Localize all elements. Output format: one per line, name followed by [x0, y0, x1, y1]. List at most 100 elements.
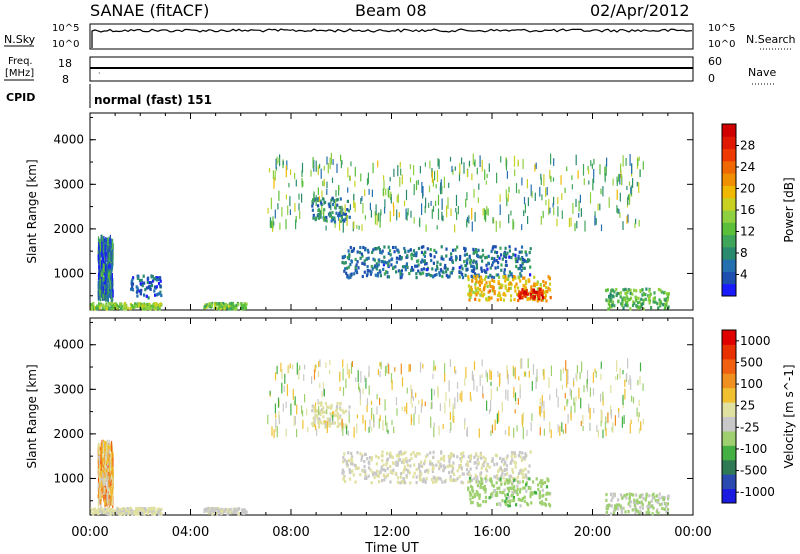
power-cell [339, 206, 342, 210]
velocity-cell [327, 420, 330, 424]
power-cell [466, 192, 468, 201]
power-cell [428, 202, 430, 208]
power-ytick-label: 3000 [53, 177, 84, 191]
power-cell [548, 276, 551, 280]
power-cell [626, 296, 629, 300]
power-cell [457, 205, 459, 215]
power-cell [445, 273, 448, 278]
velocity-cell [515, 398, 517, 405]
velocity-cell [507, 373, 509, 385]
power-cell [481, 159, 483, 172]
beam-title: Beam 08 [355, 1, 427, 20]
velocity-cell [655, 510, 658, 514]
velocity-cell [640, 500, 643, 504]
power-cell [100, 243, 102, 252]
power-cell [355, 263, 358, 267]
power-cell [395, 270, 398, 274]
power-cell [518, 250, 521, 254]
velocity-cell [460, 466, 463, 470]
velocity-cell [107, 509, 110, 513]
power-cell [109, 245, 111, 254]
power-cell [211, 301, 214, 306]
power-cell [463, 246, 466, 250]
velocity-cell [630, 492, 633, 497]
velocity-cell [493, 489, 497, 493]
power-cell [333, 217, 336, 221]
velocity-cell [342, 387, 345, 396]
power-cell [330, 198, 333, 202]
power-cell [377, 160, 379, 168]
velocity-cell [380, 361, 382, 370]
power-cell [109, 252, 111, 262]
power-cell [90, 305, 93, 309]
velocity-cell [662, 497, 665, 501]
velocity-cell [376, 469, 379, 473]
velocity-cell [431, 469, 434, 474]
power-cell [635, 304, 638, 308]
velocity-cell [529, 491, 532, 495]
power-cell [662, 303, 665, 307]
power-cell [520, 274, 523, 278]
velocity-cell [657, 511, 660, 515]
power-cell [494, 250, 497, 254]
power-cell [491, 287, 494, 291]
power-cell [101, 291, 103, 301]
power-cell [493, 292, 496, 296]
power-cell [354, 202, 356, 212]
velocity-cell [546, 478, 549, 482]
power-cell [331, 196, 334, 200]
velocity-cell [376, 394, 378, 400]
power-cell [478, 298, 481, 302]
velocity-cell [144, 507, 147, 511]
power-cell [111, 241, 114, 250]
velocity-cell [386, 473, 389, 477]
velocity-cell [330, 414, 333, 418]
velocity-cell [404, 406, 406, 412]
velocity-cell [301, 405, 303, 414]
power-cell [489, 284, 492, 288]
power-cell [640, 297, 643, 301]
power-cell [471, 207, 473, 220]
power-cell [432, 275, 435, 279]
power-cell [433, 248, 436, 252]
velocity-cell [269, 390, 271, 396]
power-cell [470, 293, 473, 297]
power-cell [483, 208, 486, 220]
freq-tick-top: 18 [58, 57, 72, 70]
velocity-cell [457, 392, 459, 402]
power-cell [471, 173, 473, 181]
velocity-cell [138, 511, 141, 515]
velocity-cell [443, 454, 446, 458]
velocity-cell [497, 371, 499, 377]
power-cell [373, 258, 376, 262]
power-cell [425, 197, 427, 208]
power-cell [387, 262, 390, 266]
power-cell [437, 158, 439, 167]
power-cell [438, 271, 441, 275]
velocity-cell [399, 475, 402, 479]
velocity-cell [562, 367, 564, 374]
power-cell [151, 279, 155, 283]
velocity-cell [104, 467, 106, 474]
power-cell [524, 291, 527, 296]
nave-label: Nave [748, 66, 776, 79]
power-cell [476, 167, 478, 175]
power-cell [471, 221, 473, 232]
velocity-cell [505, 478, 508, 482]
velocity-cell [352, 473, 355, 477]
velocity-cell [108, 449, 110, 455]
velocity-cell [518, 450, 521, 455]
power-cell [475, 261, 478, 265]
power-cell [481, 278, 484, 282]
power-cell [415, 254, 418, 258]
velocity-cell [620, 510, 623, 514]
freq-tick-bottom: 8 [62, 73, 69, 86]
velocity-cell [409, 364, 411, 372]
velocity-cell [458, 465, 461, 469]
velocity-cell [347, 459, 351, 463]
power-cell [100, 280, 103, 291]
power-cell [155, 303, 159, 307]
velocity-cell [350, 451, 353, 456]
